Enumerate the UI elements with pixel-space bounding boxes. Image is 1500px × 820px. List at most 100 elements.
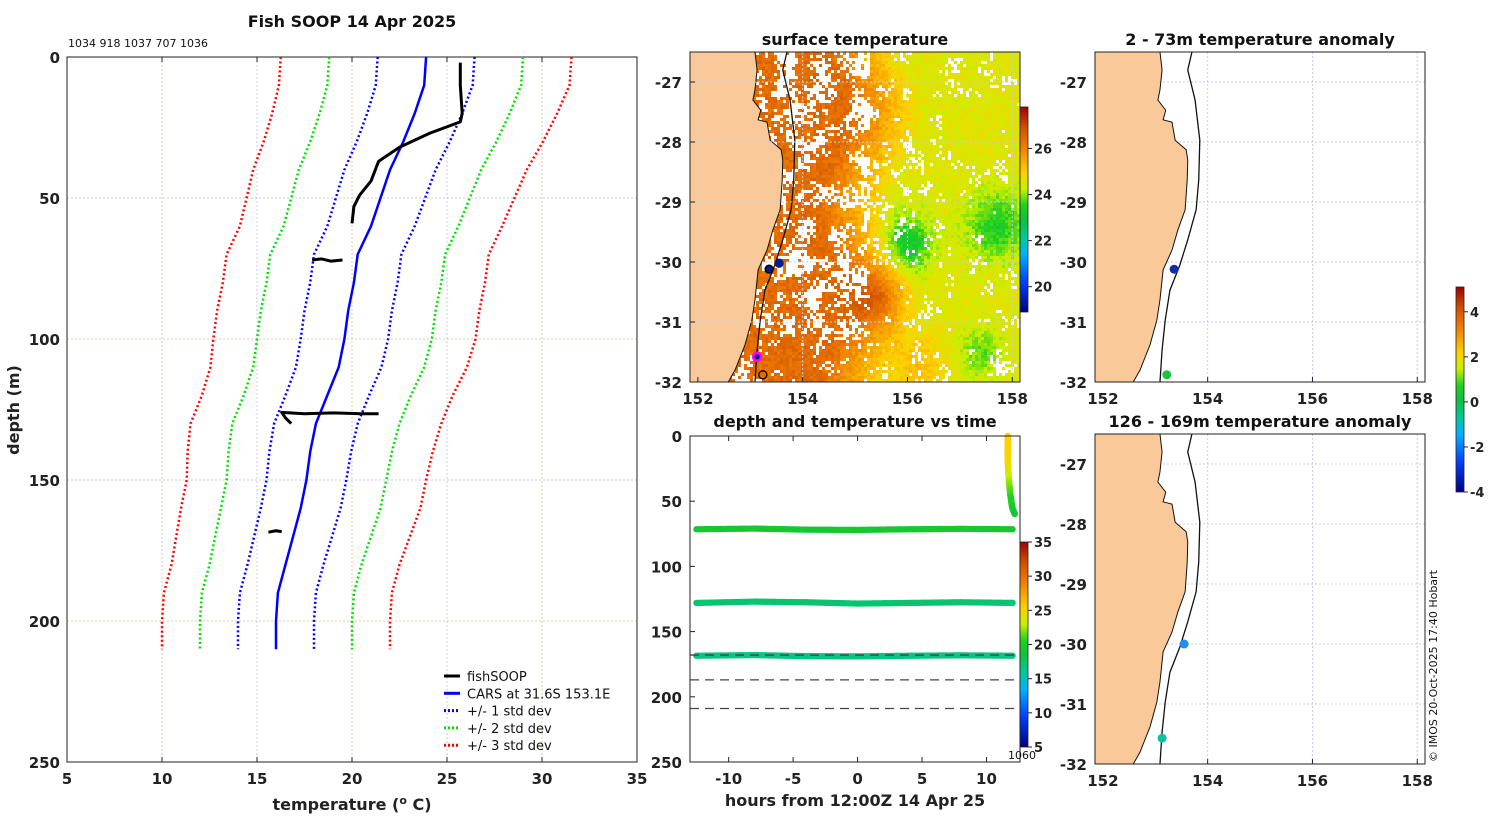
lon-tick-label: 158 <box>1402 772 1433 790</box>
profile-title: Fish SOOP 14 Apr 2025 <box>248 12 457 31</box>
fishsoop-line <box>268 529 282 534</box>
y-tick-label: 200 <box>29 613 60 631</box>
std1-plus-line <box>312 56 476 650</box>
y-tick-label: 50 <box>39 190 60 208</box>
profile-plot: 5 10 15 20 25 30 35 0 50 100 150 200 250 <box>29 49 648 788</box>
lat-tick-label: -31 <box>1060 696 1087 714</box>
lat-tick-label: -27 <box>1060 74 1087 92</box>
lat-tick-label: -32 <box>1060 374 1087 392</box>
std2-minus-line <box>198 56 331 650</box>
xlabel-sup: o <box>399 794 407 807</box>
track-sample <box>1011 510 1018 518</box>
anomaly-point <box>1162 370 1172 380</box>
y-tick-label: 50 <box>661 493 682 511</box>
x-tick-label: 20 <box>342 770 363 788</box>
lat-tick-label: -29 <box>1060 576 1087 594</box>
anom-deep-title: 126 - 169m temperature anomaly <box>1109 412 1412 431</box>
credit: © IMOS 20-Oct-2025 17:40 Hobart <box>1427 569 1440 762</box>
lon-tick-label: 154 <box>787 390 818 408</box>
lat-tick-label: -28 <box>1060 516 1087 534</box>
land <box>1095 52 1188 382</box>
lat-tick-label: -32 <box>655 374 682 392</box>
colorbar-tick-label: 22 <box>1034 235 1052 250</box>
isobath-line <box>1159 51 1201 383</box>
y-tick-label: 250 <box>29 754 60 772</box>
colorbar-tick-label: 26 <box>1034 142 1052 157</box>
timeplot-colorbar-label: 1060 <box>1008 749 1036 762</box>
legend: fishSOOP CARS at 31.6S 153.1E +/- 1 std de… <box>444 670 610 754</box>
station-marker <box>764 264 774 274</box>
anom-deep-map: 152 154 156 158 -27 -28 -29 -30 -31 -32 <box>1060 433 1433 790</box>
y-tick-label: 250 <box>651 754 682 772</box>
lat-tick-label: -30 <box>1060 254 1087 272</box>
sst-title: surface temperature <box>762 30 949 49</box>
station-marker <box>758 370 768 380</box>
axes-box <box>1094 433 1426 765</box>
legend-entry: +/- 3 std dev <box>467 739 552 754</box>
legend-entry: +/- 2 std dev <box>467 722 552 737</box>
xlabel-start: temperature ( <box>272 795 399 814</box>
colorbar-tick-label: 25 <box>1034 604 1052 619</box>
y-tick-label: 0 <box>672 428 682 446</box>
x-tick-label: 25 <box>437 770 458 788</box>
station-marker <box>751 351 763 363</box>
lon-tick-label: 156 <box>892 390 923 408</box>
lat-tick-label: -30 <box>655 254 682 272</box>
x-tick-label: 15 <box>247 770 268 788</box>
x-tick-label: 5 <box>62 770 72 788</box>
colorbar-tick-label: 20 <box>1034 281 1052 296</box>
isobath-line <box>754 51 796 383</box>
std2-plus-line <box>350 56 525 650</box>
colorbar-tick-label: 24 <box>1034 189 1052 204</box>
colorbar-tick-label: 10 <box>1034 707 1052 722</box>
track-sample <box>1009 599 1016 607</box>
x-tick-label: -5 <box>785 770 802 788</box>
isobath-line <box>1159 433 1201 765</box>
axes-box <box>66 56 638 763</box>
lat-tick-label: -27 <box>1060 456 1087 474</box>
legend-entry: fishSOOP <box>467 670 527 685</box>
land <box>690 52 783 382</box>
fishsoop-line <box>350 62 464 224</box>
lat-tick-label: -31 <box>1060 314 1087 332</box>
station-marker <box>774 258 784 268</box>
x-tick-label: 10 <box>152 770 173 788</box>
lon-tick-label: 156 <box>1297 772 1328 790</box>
std3-plus-line <box>388 56 573 650</box>
track-sample <box>1009 526 1016 533</box>
x-tick-label: 35 <box>627 770 648 788</box>
lat-tick-label: -30 <box>1060 636 1087 654</box>
profile-xlabel: temperature (o C) <box>272 794 431 814</box>
lat-tick-label: -31 <box>655 314 682 332</box>
x-tick-label: 10 <box>976 770 997 788</box>
land <box>1095 434 1188 764</box>
lon-tick-label: 158 <box>1402 390 1433 408</box>
anomaly-point <box>1179 639 1189 649</box>
legend-entry: +/- 1 std dev <box>467 705 552 720</box>
colorbar-tick-label: 20 <box>1034 639 1052 654</box>
anom-shallow-title: 2 - 73m temperature anomaly <box>1125 30 1395 49</box>
y-tick-label: 0 <box>50 49 60 67</box>
lon-tick-label: 152 <box>1087 772 1118 790</box>
colorbar-tick-label: 35 <box>1034 536 1052 551</box>
lon-tick-label: 154 <box>1192 390 1223 408</box>
anomaly-colorbar-bar <box>1455 286 1465 493</box>
x-tick-label: 5 <box>917 770 927 788</box>
std1-minus-line <box>236 56 379 650</box>
anomaly-point <box>1157 733 1167 743</box>
colorbar-tick-label: 30 <box>1034 570 1052 585</box>
profile-ylabel: depth (m) <box>4 365 23 455</box>
lon-tick-label: 158 <box>997 390 1028 408</box>
timeplot-title: depth and temperature vs time <box>713 412 996 431</box>
lat-tick-label: -32 <box>1060 756 1087 774</box>
colorbar-tick-label: 4 <box>1470 306 1479 321</box>
colorbar-tick-label: 15 <box>1034 673 1052 688</box>
cars-mean-line <box>274 56 428 650</box>
lon-tick-label: 156 <box>1297 390 1328 408</box>
colorbar-tick-label: 2 <box>1470 351 1479 366</box>
lon-tick-label: 154 <box>1192 772 1223 790</box>
coastline <box>727 51 784 383</box>
colorbar-tick-label: 5 <box>1034 741 1043 756</box>
